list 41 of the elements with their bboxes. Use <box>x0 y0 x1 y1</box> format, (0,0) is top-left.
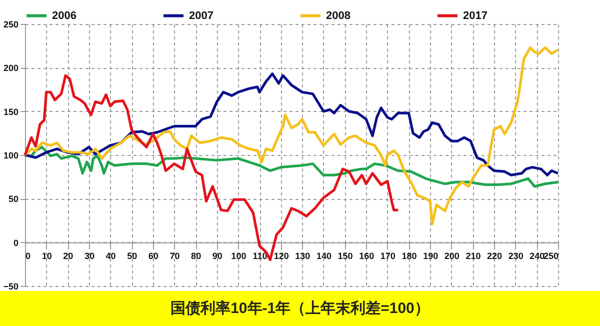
x-tick-label: 120 <box>274 250 289 261</box>
x-tick-label: 30 <box>84 250 94 261</box>
y-tick-label: 0 <box>13 238 18 248</box>
x-tick-label: 140 <box>316 250 332 261</box>
text: 国债利率10年-1年（上年末利差=100） <box>0 291 600 326</box>
x-tick-label: 80 <box>191 250 202 261</box>
x-tick-label: 170 <box>380 250 396 261</box>
x-tick-label: 70 <box>170 250 180 261</box>
legend-label: 2006 <box>52 10 76 22</box>
legend-label: 2008 <box>326 10 350 22</box>
x-tick-label: 150 <box>338 250 353 261</box>
x-tick-label: 190 <box>423 250 438 261</box>
x-tick-label: 110 <box>252 250 268 261</box>
y-tick-label: 100 <box>3 150 18 160</box>
x-tick-label: 200 <box>444 250 460 261</box>
legend-label: 2017 <box>463 10 488 22</box>
line-series <box>24 72 560 176</box>
x-tick-label: 250 <box>543 250 558 261</box>
y-tick-label: 250 <box>3 20 18 30</box>
x-tick-label: 10 <box>42 250 52 261</box>
x-tick-label: 210 <box>466 250 481 261</box>
x-tick-label: 160 <box>359 250 374 261</box>
x-tick-label: 220 <box>487 250 502 261</box>
x-tick-label: 0 <box>26 250 31 261</box>
x-tick-label: 50 <box>127 250 138 261</box>
x-tick-label: 20 <box>63 250 74 261</box>
x-tick-label: 130 <box>295 250 310 261</box>
x-tick-label: 180 <box>402 250 417 261</box>
x-tick-label: 90 <box>212 250 222 261</box>
y-tick-label: 200 <box>3 63 18 74</box>
x-tick-label: 230 <box>508 250 524 261</box>
y-tick-label: −50 <box>3 282 18 292</box>
x-tick-label: 240 <box>530 250 545 261</box>
line-series <box>24 46 560 226</box>
line-series <box>24 74 400 262</box>
legend-label: 2007 <box>189 10 214 22</box>
y-tick-label: 150 <box>3 106 18 117</box>
x-tick-label: 40 <box>106 250 116 261</box>
x-tick-label: 60 <box>148 250 158 261</box>
y-tick-label: 50 <box>8 194 18 204</box>
x-tick-label: 100 <box>231 250 246 261</box>
